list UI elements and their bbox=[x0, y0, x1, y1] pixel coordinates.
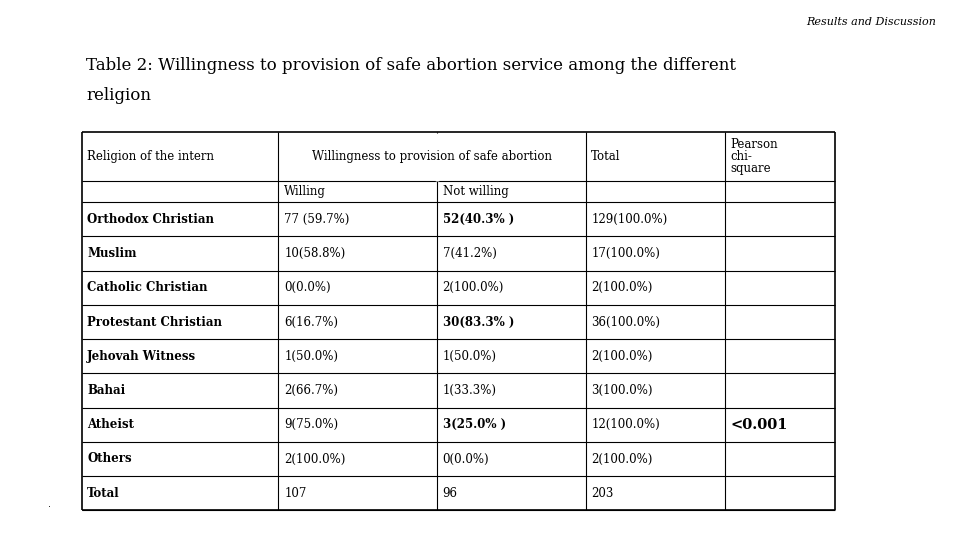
Text: religion: religion bbox=[86, 87, 152, 104]
Text: chi-: chi- bbox=[731, 150, 753, 164]
Text: 3(100.0%): 3(100.0%) bbox=[591, 384, 653, 397]
Text: Others: Others bbox=[87, 453, 132, 465]
Text: 52(40.3% ): 52(40.3% ) bbox=[443, 213, 514, 226]
Text: 0(0.0%): 0(0.0%) bbox=[443, 453, 490, 465]
Text: square: square bbox=[731, 162, 771, 176]
Text: Total: Total bbox=[591, 150, 621, 164]
Text: Results and Discussion: Results and Discussion bbox=[806, 17, 936, 28]
Text: 36(100.0%): 36(100.0%) bbox=[591, 315, 660, 328]
Text: 10(58.8%): 10(58.8%) bbox=[284, 247, 346, 260]
Text: 7(41.2%): 7(41.2%) bbox=[443, 247, 496, 260]
Text: 2(100.0%): 2(100.0%) bbox=[443, 281, 504, 294]
Text: 2(100.0%): 2(100.0%) bbox=[591, 350, 653, 363]
Text: Religion of the intern: Religion of the intern bbox=[87, 150, 214, 164]
Text: Willing: Willing bbox=[284, 185, 326, 198]
Text: Atheist: Atheist bbox=[87, 418, 134, 431]
Text: Not willing: Not willing bbox=[443, 185, 508, 198]
Text: <0.001: <0.001 bbox=[731, 418, 788, 431]
Text: 2(100.0%): 2(100.0%) bbox=[591, 453, 653, 465]
Text: Total: Total bbox=[87, 487, 120, 500]
Text: Bahai: Bahai bbox=[87, 384, 126, 397]
Text: 12(100.0%): 12(100.0%) bbox=[591, 418, 660, 431]
Text: Table 2: Willingness to provision of safe abortion service among the different: Table 2: Willingness to provision of saf… bbox=[86, 57, 736, 73]
Text: Orthodox Christian: Orthodox Christian bbox=[87, 213, 214, 226]
Text: 77 (59.7%): 77 (59.7%) bbox=[284, 213, 349, 226]
Text: 107: 107 bbox=[284, 487, 306, 500]
Text: 6(16.7%): 6(16.7%) bbox=[284, 315, 338, 328]
Text: Willingness to provision of safe abortion: Willingness to provision of safe abortio… bbox=[312, 150, 552, 164]
Text: Pearson: Pearson bbox=[731, 138, 779, 152]
Text: 30(83.3% ): 30(83.3% ) bbox=[443, 315, 514, 328]
Text: 2(66.7%): 2(66.7%) bbox=[284, 384, 338, 397]
Text: .: . bbox=[48, 498, 51, 509]
Text: 0(0.0%): 0(0.0%) bbox=[284, 281, 331, 294]
Text: 1(33.3%): 1(33.3%) bbox=[443, 384, 496, 397]
Text: 2(100.0%): 2(100.0%) bbox=[591, 281, 653, 294]
Text: 129(100.0%): 129(100.0%) bbox=[591, 213, 667, 226]
Text: 2(100.0%): 2(100.0%) bbox=[284, 453, 346, 465]
Text: 17(100.0%): 17(100.0%) bbox=[591, 247, 660, 260]
Text: Catholic Christian: Catholic Christian bbox=[87, 281, 208, 294]
Text: 3(25.0% ): 3(25.0% ) bbox=[443, 418, 506, 431]
Text: 96: 96 bbox=[443, 487, 458, 500]
Text: Muslim: Muslim bbox=[87, 247, 137, 260]
Text: 1(50.0%): 1(50.0%) bbox=[443, 350, 496, 363]
Text: 9(75.0%): 9(75.0%) bbox=[284, 418, 338, 431]
Text: 203: 203 bbox=[591, 487, 613, 500]
Text: Protestant Christian: Protestant Christian bbox=[87, 315, 223, 328]
Text: Jehovah Witness: Jehovah Witness bbox=[87, 350, 197, 363]
Text: 1(50.0%): 1(50.0%) bbox=[284, 350, 338, 363]
